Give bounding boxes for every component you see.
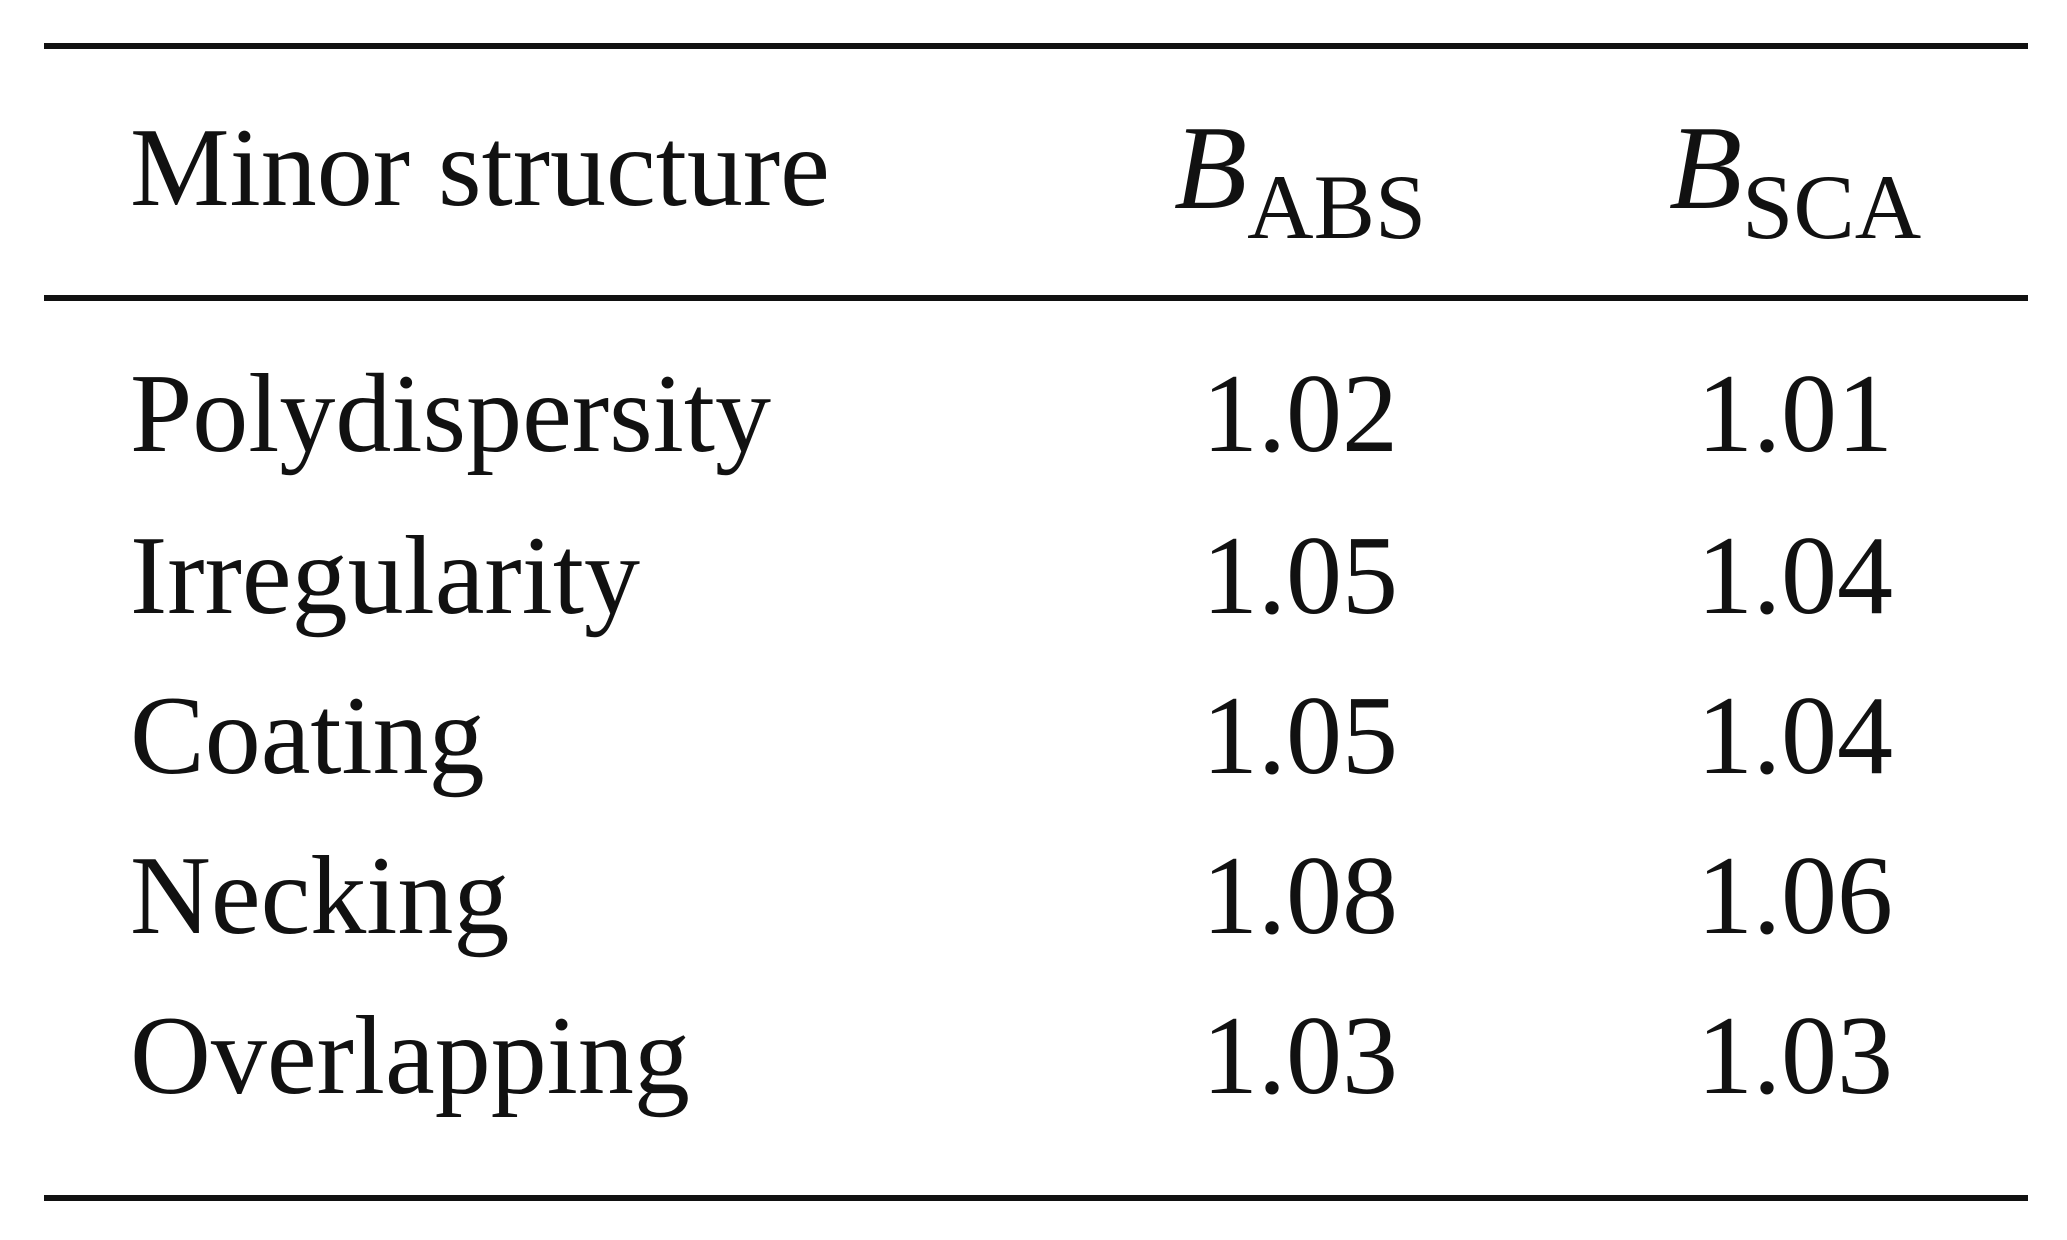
row-sca-value: 1.03 — [1697, 994, 1893, 1118]
row-label: Overlapping — [130, 994, 690, 1118]
row-label: Polydispersity — [130, 352, 771, 476]
row-sca-value: 1.01 — [1697, 352, 1893, 476]
row-abs-value: 1.02 — [1202, 352, 1398, 476]
header-b-sca-symbol: B — [1668, 101, 1743, 234]
row-abs-value: 1.03 — [1202, 994, 1398, 1118]
row-sca-value: 1.04 — [1697, 514, 1893, 638]
table-top-rule — [44, 43, 2028, 49]
row-label: Necking — [130, 834, 510, 958]
table-bottom-rule — [44, 1195, 2028, 1201]
header-b-abs: BABS — [1174, 108, 1426, 254]
table-header-rule — [44, 295, 2028, 301]
row-label: Irregularity — [130, 514, 640, 638]
header-b-sca: BSCA — [1669, 108, 1921, 254]
header-b-sca-subscript: SCA — [1742, 156, 1922, 258]
header-b-abs-symbol: B — [1173, 101, 1248, 234]
row-sca-value: 1.04 — [1697, 674, 1893, 798]
row-abs-value: 1.05 — [1202, 514, 1398, 638]
row-sca-value: 1.06 — [1697, 834, 1893, 958]
row-abs-value: 1.08 — [1202, 834, 1398, 958]
header-minor-structure: Minor structure — [130, 106, 830, 230]
row-abs-value: 1.05 — [1202, 674, 1398, 798]
header-b-abs-subscript: ABS — [1247, 156, 1427, 258]
row-label: Coating — [130, 674, 485, 798]
